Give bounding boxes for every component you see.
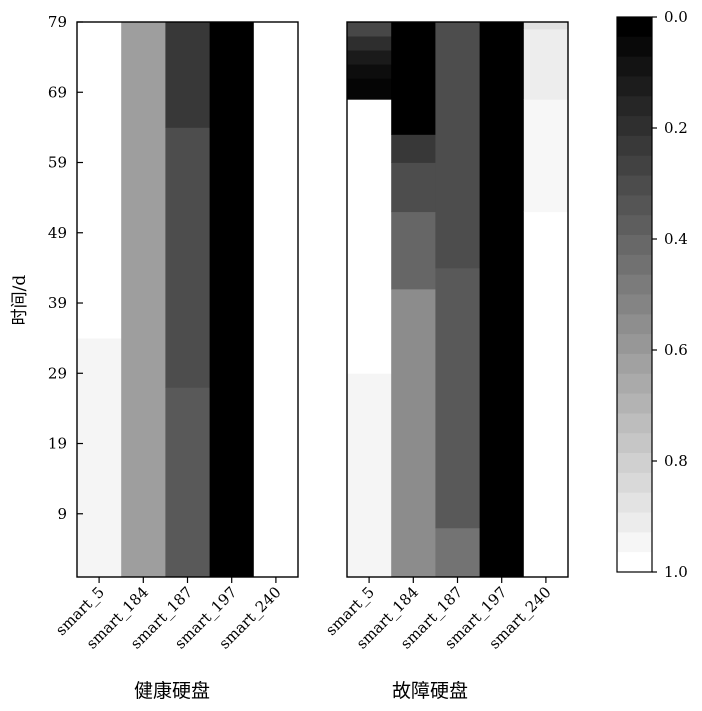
colorbar-level — [617, 393, 652, 414]
colorbar-level — [617, 453, 652, 474]
y-tick-label: 39 — [48, 294, 67, 312]
colorbar-tick-label: 0.2 — [664, 119, 688, 137]
colorbar-level — [617, 135, 652, 157]
colorbar-level — [617, 472, 652, 494]
heatmap-cell — [391, 288, 436, 578]
heatmap-cell — [347, 50, 392, 65]
heatmap-cell — [121, 22, 166, 578]
heatmap-cell — [523, 211, 569, 578]
y-ticks: 9 19 29 39 49 59 69 79 — [48, 13, 83, 523]
colorbar-tick-label: 0.4 — [664, 230, 688, 248]
colorbar-level — [617, 552, 652, 573]
panel-failed: smart_5smart_184smart_187smart_197smart_… — [322, 21, 569, 653]
colorbar-level — [617, 17, 652, 38]
colorbar-level — [617, 334, 652, 355]
heatmap-cell — [347, 78, 392, 100]
colorbar-tick-label: 0.6 — [664, 341, 688, 359]
heatmap-cell — [77, 22, 122, 339]
heatmap-cell — [523, 29, 569, 100]
heatmap-cell — [77, 338, 122, 578]
y-tick-label: 9 — [57, 505, 67, 523]
heatmap-cell — [253, 22, 299, 578]
colorbar-level — [617, 195, 652, 216]
y-tick-label: 79 — [48, 13, 67, 31]
y-tick-label: 59 — [48, 154, 67, 172]
heatmap-cell — [209, 22, 255, 578]
y-tick-label: 69 — [48, 83, 67, 101]
colorbar-level — [617, 36, 652, 58]
heatmap-cell — [391, 134, 436, 163]
y-tick-label: 49 — [48, 224, 67, 242]
panel-healthy: smart_5smart_184smart_187smart_197smart_… — [52, 21, 299, 653]
heatmap-cell — [165, 22, 210, 128]
y-axis-label: 时间/d — [10, 275, 30, 326]
colorbar-level — [617, 155, 652, 176]
colorbar: 0.0 0.2 0.4 0.6 0.8 1.0 — [616, 8, 688, 581]
panel-title-healthy: 健康硬盘 — [134, 680, 210, 702]
heatmap-cell — [347, 373, 392, 578]
colorbar-level — [617, 235, 652, 256]
y-tick-label: 19 — [48, 435, 67, 453]
colorbar-level — [617, 116, 652, 137]
heatmap-cell — [347, 36, 392, 51]
colorbar-level — [617, 56, 652, 77]
colorbar-level — [617, 175, 652, 196]
heatmap-cell — [347, 64, 392, 79]
colorbar-tick-label: 1.0 — [664, 563, 688, 581]
colorbar-level — [617, 294, 652, 315]
colorbar-level — [617, 512, 652, 533]
colorbar-level — [617, 353, 652, 375]
heatmap-cell — [523, 99, 569, 213]
colorbar-level — [617, 314, 652, 335]
heatmap-cell — [391, 211, 436, 290]
heatmap-cell — [165, 127, 210, 388]
y-tick-label: 29 — [48, 364, 67, 382]
colorbar-level — [617, 76, 652, 97]
heatmap-cell — [435, 22, 480, 269]
colorbar-tick-label: 0.0 — [664, 8, 688, 26]
heatmap-cell — [391, 22, 436, 135]
heatmap-cell — [435, 527, 480, 578]
colorbar-level — [617, 96, 652, 117]
plot-frame — [76, 21, 299, 578]
colorbar-level — [617, 492, 652, 513]
colorbar-level — [617, 254, 652, 276]
colorbar-level — [617, 373, 652, 395]
heatmap-cell — [391, 162, 436, 213]
heatmap-cell — [435, 267, 480, 529]
colorbar-level — [617, 532, 652, 553]
heatmap-cell — [479, 22, 525, 578]
panel-title-failed: 故障硬盘 — [392, 680, 468, 702]
colorbar-frame — [616, 16, 653, 573]
heatmap-cell — [165, 387, 210, 578]
heatmap-cell — [347, 99, 392, 374]
colorbar-level — [617, 274, 652, 295]
colorbar-tick-label: 0.8 — [664, 452, 688, 470]
heatmap-cell — [347, 22, 392, 37]
colorbar-level — [617, 215, 652, 236]
colorbar-level — [617, 433, 652, 454]
colorbar-level — [617, 413, 652, 434]
heatmap-cell — [523, 22, 569, 30]
plot-frame — [346, 21, 569, 578]
